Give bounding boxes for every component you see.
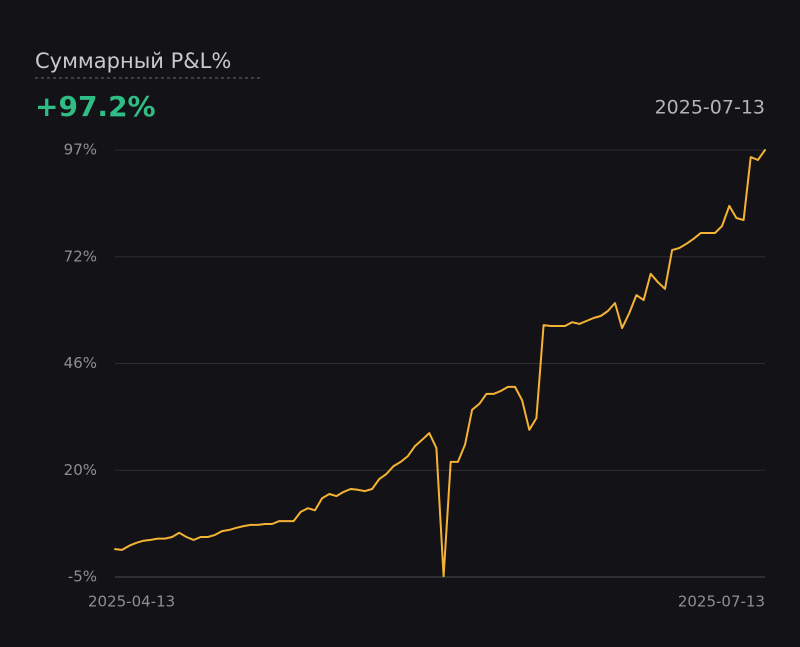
x-tick-label: 2025-04-13 [88,593,175,611]
chart-title: Суммарный P&L% [35,49,231,73]
y-tick-label: 72% [64,247,97,265]
current-date: 2025-07-13 [655,97,765,119]
y-tick-label: 46% [64,354,97,372]
x-tick-label: 2025-07-13 [678,593,765,611]
y-tick-label: -5% [68,568,97,586]
y-tick-label: 20% [64,461,97,479]
y-tick-label: 97% [64,141,97,159]
headline: +97.2% [35,90,156,123]
line [114,149,766,578]
